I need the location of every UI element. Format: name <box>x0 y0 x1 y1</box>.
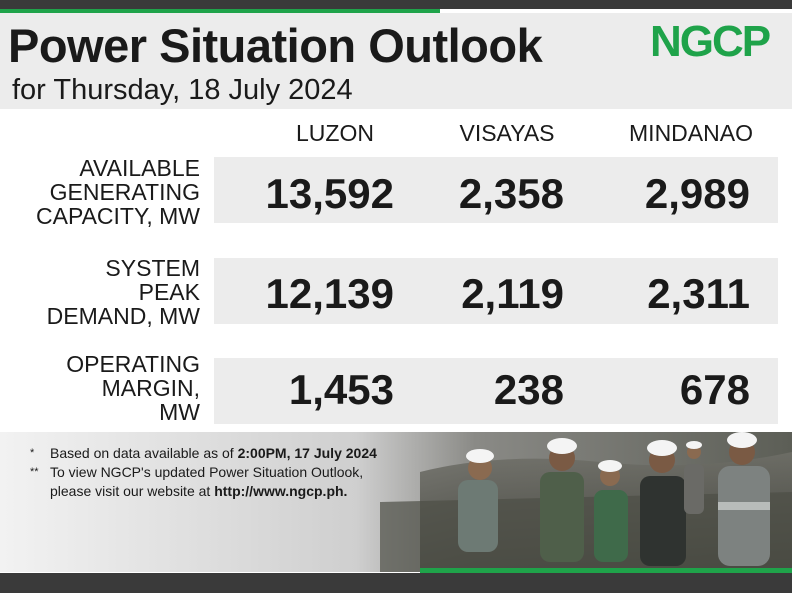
logo-text: NGCP <box>650 17 770 64</box>
workers-photo <box>0 432 792 572</box>
footnote-text: To view NGCP's updated Power Situation O… <box>50 464 364 499</box>
bottom-bar <box>0 573 792 593</box>
footnote-bold: 2:00PM, 17 July 2024 <box>237 445 377 461</box>
row-band-demand <box>214 258 778 324</box>
row-label-line: AVAILABLE <box>79 155 200 181</box>
top-accent-stripe <box>0 9 440 13</box>
row-label-margin: OPERATING MARGIN, MW <box>0 352 200 424</box>
value-margin-mindanao: 678 <box>679 366 750 413</box>
worker-figure <box>458 449 498 552</box>
row-label-line: OPERATING <box>66 351 200 377</box>
row-label-demand: SYSTEM PEAK DEMAND, MW <box>0 256 200 328</box>
worker-figure <box>540 438 584 562</box>
footnote: ** To view NGCP's updated Power Situation… <box>30 463 390 501</box>
row-label-line: GENERATING <box>49 179 200 205</box>
page-title: Power Situation Outlook <box>8 19 543 72</box>
column-header-visayas: VISAYAS <box>459 120 555 146</box>
ngcp-logo: NGCP <box>650 17 772 64</box>
value-capacity-mindanao: 2,989 <box>644 170 750 217</box>
worker-figure <box>640 440 686 566</box>
row-label-line: CAPACITY, MW <box>36 203 200 229</box>
row-label-line: SYSTEM <box>105 255 200 281</box>
bottom-accent-stripe <box>420 568 792 573</box>
page-subtitle: for Thursday, 18 July 2024 <box>12 74 353 106</box>
row-label-line: MW <box>159 399 200 425</box>
worker-figure <box>718 432 770 566</box>
worker-figure <box>594 460 628 562</box>
footnote: * Based on data available as of 2:00PM, 1… <box>30 444 390 463</box>
website-link[interactable]: http://www.ngcp.ph. <box>214 483 348 499</box>
row-band-capacity <box>214 157 778 223</box>
row-band-margin <box>214 358 778 424</box>
row-label-line: PEAK <box>138 279 200 305</box>
row-label-line: MARGIN, <box>101 375 200 401</box>
footnote-marker: ** <box>30 466 39 478</box>
worker-figure <box>684 441 704 514</box>
value-demand-luzon: 12,139 <box>265 270 394 317</box>
header-panel <box>0 13 792 109</box>
value-demand-mindanao: 2,311 <box>647 270 750 317</box>
top-bar <box>0 0 792 9</box>
footnote-text: Based on data available as of <box>50 445 238 461</box>
footnotes: * Based on data available as of 2:00PM, 1… <box>30 444 390 501</box>
footnote-marker: * <box>30 447 35 459</box>
column-header-mindanao: MINDANAO <box>629 120 753 146</box>
value-margin-luzon: 1,453 <box>288 366 394 413</box>
row-label-line: DEMAND, MW <box>46 303 200 329</box>
value-demand-visayas: 2,119 <box>461 270 564 317</box>
value-capacity-visayas: 2,358 <box>458 170 564 217</box>
value-capacity-luzon: 13,592 <box>265 170 394 217</box>
row-label-capacity: AVAILABLE GENERATING CAPACITY, MW <box>0 156 200 228</box>
column-header-luzon: LUZON <box>296 120 374 146</box>
value-margin-visayas: 238 <box>493 366 564 413</box>
